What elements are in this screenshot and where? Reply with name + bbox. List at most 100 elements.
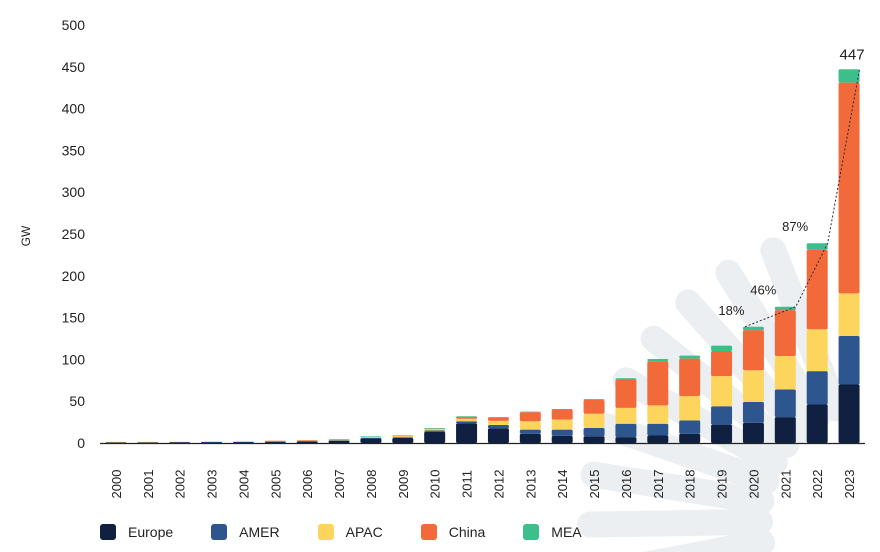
legend-item-mea: MEA (523, 524, 582, 540)
bar-europe-2010 (424, 431, 446, 443)
bar-amer-2015 (583, 427, 605, 437)
bar-stack-2010 (424, 428, 446, 443)
bar-stack-2002 (169, 441, 191, 443)
bar-amer-2010 (424, 430, 446, 432)
bar-amer-2012 (487, 425, 509, 429)
x-tick-label: 2013 (523, 470, 538, 499)
x-tick-label: 2016 (619, 470, 634, 499)
bar-europe-2008 (360, 438, 382, 443)
bar-amer-2009 (392, 437, 414, 438)
bar-europe-2015 (583, 436, 605, 443)
bar-china-2005 (264, 440, 286, 442)
x-tick-label: 2020 (746, 470, 761, 499)
bar-europe-2023 (838, 384, 860, 443)
legend: Europe AMER APAC China MEA (100, 524, 620, 540)
y-tick-label: 500 (62, 17, 86, 33)
bar-europe-2016 (615, 437, 637, 443)
bar-mea-2014 (551, 408, 573, 410)
y-tick-label: 150 (62, 310, 86, 326)
bar-europe-2012 (487, 428, 509, 443)
bar-amer-2007 (328, 440, 350, 441)
bar-mea-2022 (806, 243, 828, 250)
bar-apac-2014 (551, 419, 573, 430)
x-tick-label: 2005 (268, 470, 283, 499)
growth-label-2021: 46% (750, 283, 776, 298)
bar-amer-2021 (774, 389, 796, 418)
x-tick-label: 2022 (810, 470, 825, 499)
bar-mea-2021 (774, 306, 796, 311)
x-tick-label: 2010 (428, 470, 443, 499)
x-tick-label: 2008 (364, 470, 379, 499)
y-tick-label: 350 (62, 142, 86, 158)
legend-label: AMER (239, 524, 280, 540)
y-tick-label: 400 (62, 101, 86, 117)
bar-stack-2005 (264, 440, 286, 443)
bar-china-2018 (679, 358, 701, 397)
bar-amer-2011 (456, 421, 478, 424)
bar-apac-2013 (519, 421, 541, 430)
bar-apac-2002 (169, 441, 191, 443)
bar-mea-2020 (742, 326, 764, 331)
legend-label: China (448, 524, 486, 540)
bar-amer-2006 (296, 441, 318, 442)
bar-china-2015 (583, 399, 605, 414)
x-tick-label: 2019 (715, 470, 730, 499)
bar-apac-2000 (105, 441, 127, 443)
bar-apac-2011 (456, 418, 478, 422)
bar-amer-2016 (615, 423, 637, 438)
x-tick-label: 2009 (396, 470, 411, 499)
bar-stack-2003 (201, 441, 223, 443)
x-tick-label: 2017 (651, 470, 666, 499)
bar-mea-2019 (711, 345, 733, 352)
watermark-ray (715, 259, 831, 431)
x-tick-label: 2002 (173, 470, 188, 499)
total-label-2023: 447 (840, 46, 865, 63)
y-tick-label: 450 (62, 59, 86, 75)
bar-stack-2022 (806, 243, 828, 443)
bar-stack-2017 (647, 358, 669, 443)
growth-label-2022: 87% (782, 219, 808, 234)
bar-china-2019 (711, 351, 733, 377)
bar-europe-2009 (392, 437, 414, 443)
bar-mea-2007 (328, 439, 350, 440)
bar-amer-2020 (742, 402, 764, 423)
bar-amer-2017 (647, 423, 669, 436)
bar-amer-2013 (519, 429, 541, 434)
bar-mea-2023 (838, 69, 860, 83)
bar-mea-2012 (487, 417, 509, 418)
bar-stack-2007 (328, 439, 350, 443)
bar-china-2014 (551, 409, 573, 420)
legend-swatch (523, 524, 540, 540)
bar-mea-2018 (679, 355, 701, 359)
legend-item-apac: APAC (317, 524, 383, 540)
bar-china-2023 (838, 82, 860, 294)
legend-item-amer: AMER (211, 524, 280, 540)
bar-europe-2020 (742, 422, 764, 443)
x-tick-label: 2000 (109, 470, 124, 499)
bar-europe-2018 (679, 433, 701, 443)
bar-stack-2014 (551, 408, 573, 443)
bar-apac-2021 (774, 356, 796, 390)
x-tick-label: 2021 (778, 470, 793, 499)
bar-europe-2014 (551, 435, 573, 443)
legend-label: APAC (345, 524, 383, 540)
x-tick-label: 2023 (842, 470, 857, 499)
legend-swatch (211, 524, 228, 540)
legend-item-china: China (420, 524, 486, 540)
bar-amer-2014 (551, 429, 573, 436)
bar-china-2016 (615, 379, 637, 408)
bar-europe-2021 (774, 417, 796, 443)
bar-stack-2016 (615, 378, 637, 443)
x-tick-label: 2015 (587, 470, 602, 499)
bar-amer-2003 (201, 441, 223, 443)
bar-apac-2010 (424, 428, 446, 431)
bar-stack-2020 (742, 326, 764, 443)
watermark-ray (642, 529, 776, 552)
bar-stack-2012 (487, 417, 509, 443)
bar-stack-2015 (583, 399, 605, 443)
bar-apac-2001 (137, 441, 159, 443)
bar-apac-2023 (838, 293, 860, 336)
bar-amer-2002 (169, 442, 191, 443)
watermark-ray (580, 461, 775, 515)
